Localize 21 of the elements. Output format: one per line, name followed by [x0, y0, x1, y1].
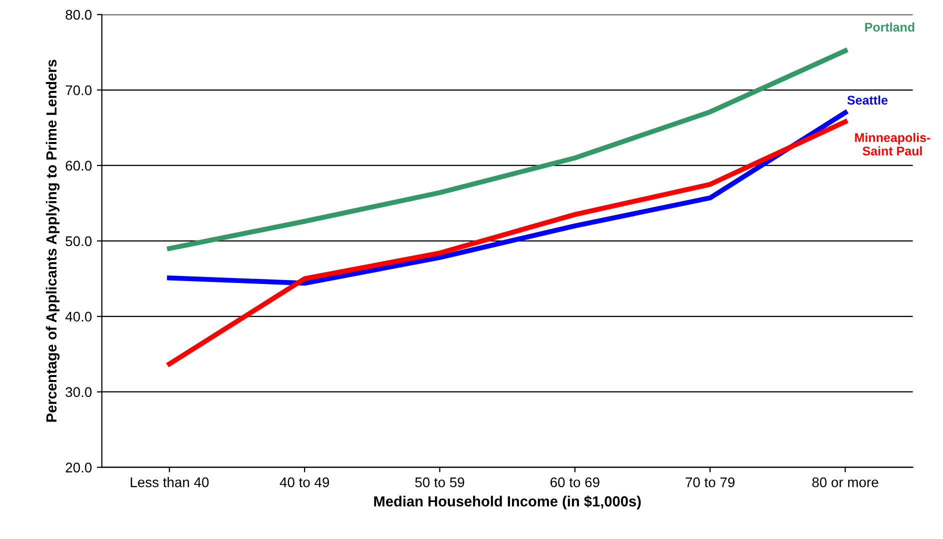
y-tick-label: 30.0: [66, 387, 92, 398]
y-tick-label: 40.0: [65, 312, 92, 322]
x-axis-title: Median Household Income (in $1,000s): [374, 496, 641, 510]
x-tick-label: 50 to 59: [415, 477, 464, 488]
y-tick-label: 60.0: [66, 160, 92, 171]
x-tick-label: Less than 40: [130, 477, 209, 488]
x-tick-label: 70 to 79: [686, 477, 735, 488]
y-tick-label: 70.0: [66, 85, 92, 96]
line-series: [166, 48, 848, 251]
text: Portland: [865, 22, 914, 32]
y-tick-label: 20.0: [66, 462, 92, 472]
y-tick-label: 50.0: [66, 236, 92, 246]
series-label: Minneapolis- Saint Paul: [855, 132, 930, 156]
x-tick-label: 60 to 69: [550, 477, 600, 488]
x-tick-label: 40 to 49: [280, 477, 330, 488]
line-series: [166, 110, 848, 286]
line-series: [166, 119, 848, 366]
y-axis-title: Percentage of Applicants Applying to Prime Lenders: [46, 60, 60, 422]
x-tick-label: 80 or more: [812, 477, 878, 488]
y-tick-label: 80.0: [66, 10, 92, 20]
series-label: Seattle: [847, 95, 888, 105]
